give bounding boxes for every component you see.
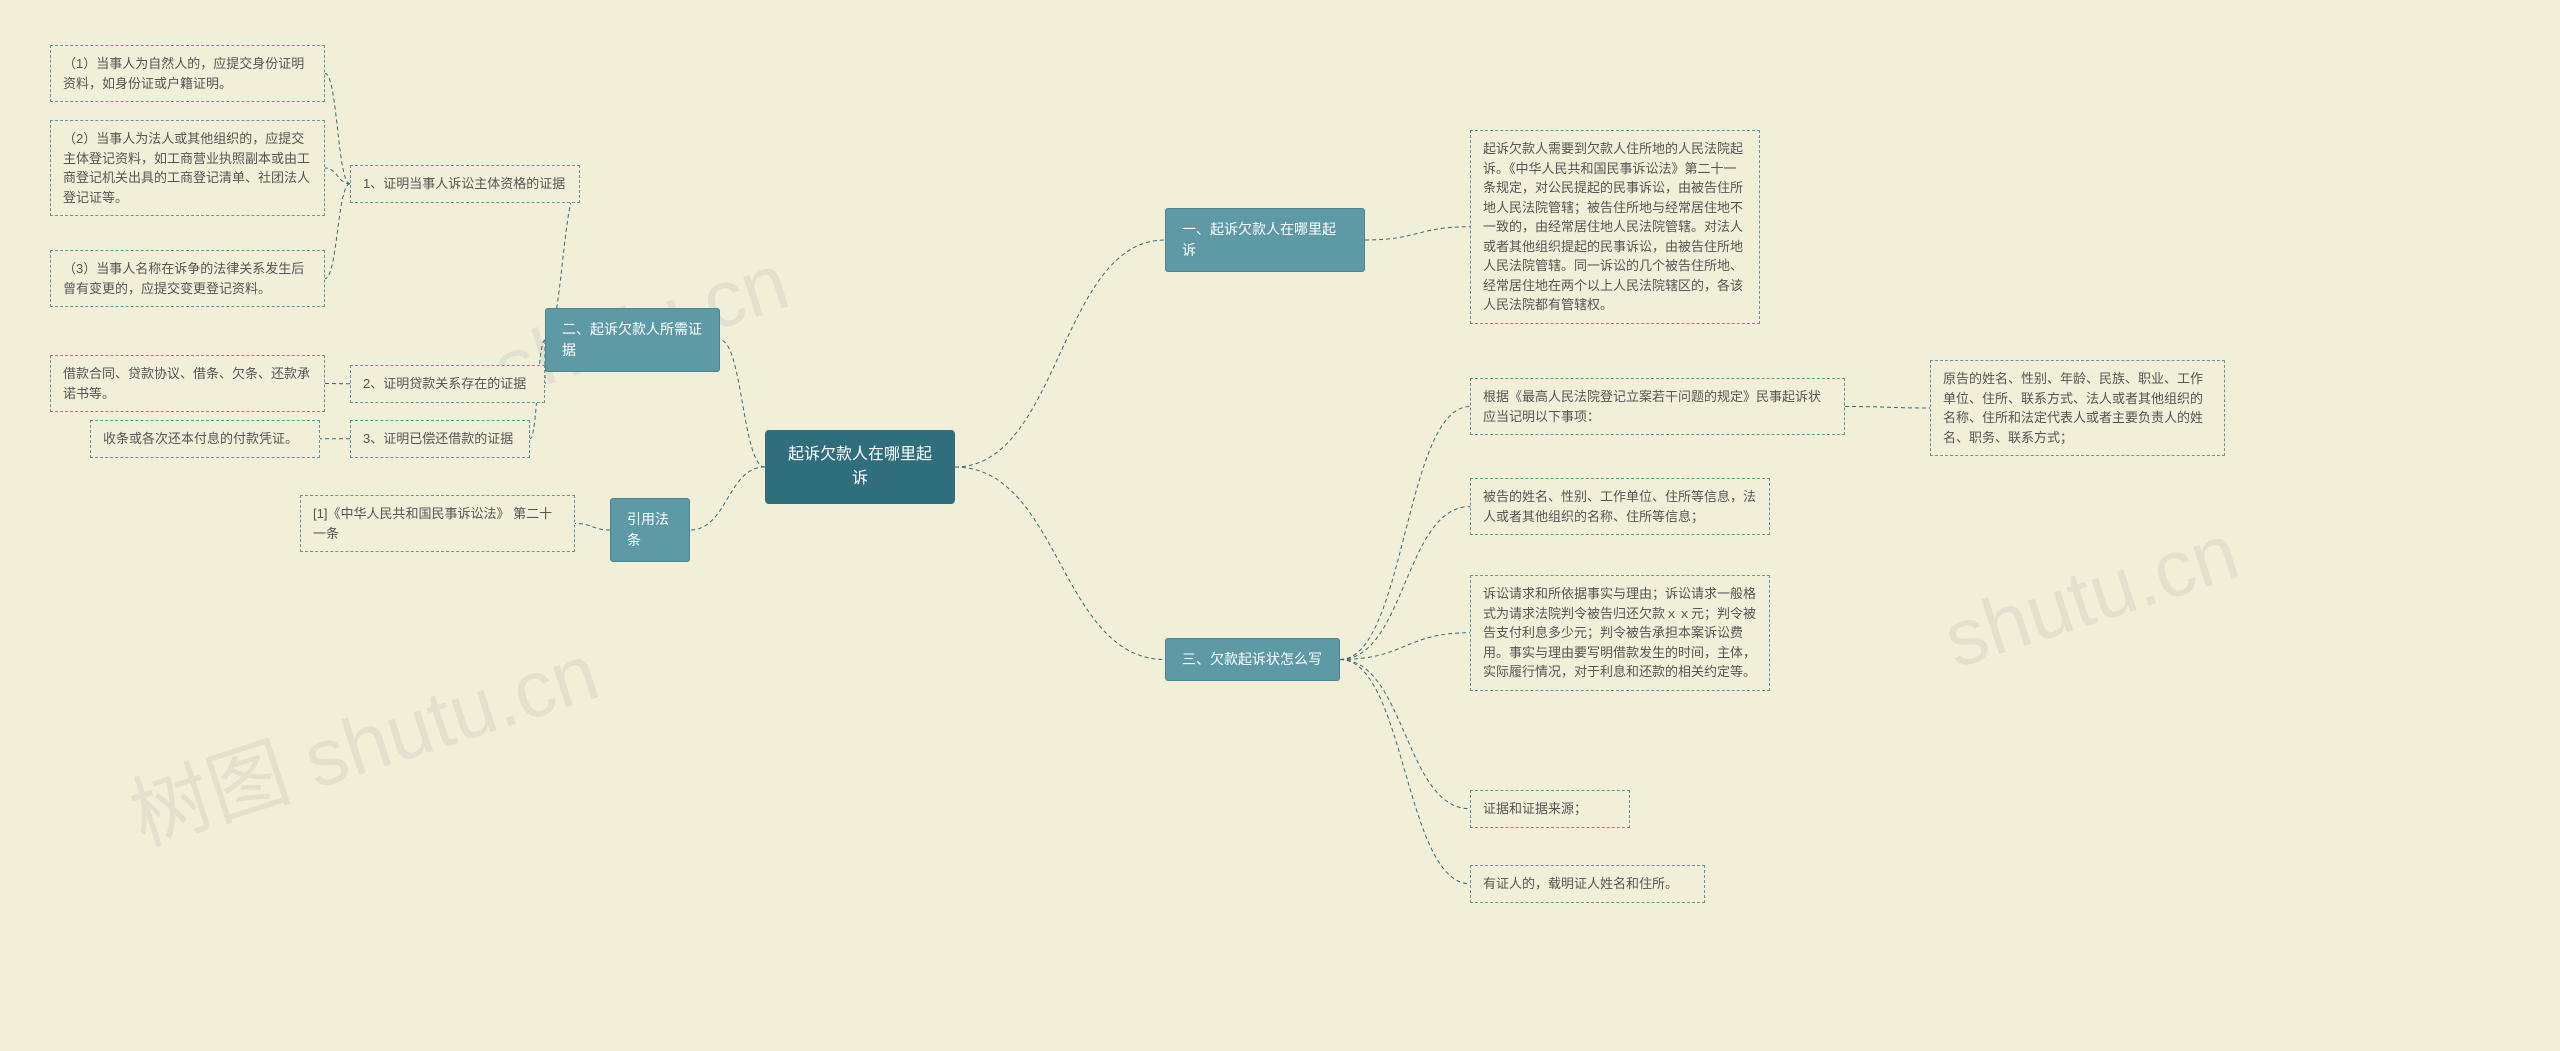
leaf-write-defendant: 被告的姓名、性别、工作单位、住所等信息，法人或者其他组织的名称、住所等信息； [1470,478,1770,535]
leaf-ev1-1: （1）当事人为自然人的，应提交身份证明资料，如身份证或户籍证明。 [50,45,325,102]
leaf-where-detail: 起诉欠款人需要到欠款人住所地的人民法院起诉。《中华人民共和国民事诉讼法》第二十一… [1470,130,1760,324]
leaf-ev1-3: （3）当事人名称在诉争的法律关系发生后曾有变更的，应提交变更登记资料。 [50,250,325,307]
sub-evidence-1: 1、证明当事人诉讼主体资格的证据 [350,165,580,203]
mindmap-root: 起诉欠款人在哪里起诉 [765,430,955,504]
branch-where-to-sue: 一、起诉欠款人在哪里起诉 [1165,208,1365,272]
branch-evidence: 二、起诉欠款人所需证据 [545,308,720,372]
leaf-write-claims: 诉讼请求和所依据事实与理由；诉讼请求一般格式为请求法院判令被告归还欠款ｘｘ元；判… [1470,575,1770,691]
leaf-ev2-1: 借款合同、贷款协议、借条、欠条、还款承诺书等。 [50,355,325,412]
leaf-write-intro: 根据《最高人民法院登记立案若干问题的规定》民事起诉状应当记明以下事项： [1470,378,1845,435]
branch-how-to-write: 三、欠款起诉状怎么写 [1165,638,1340,681]
watermark: shutu.cn [1933,506,2249,687]
leaf-write-plaintiff: 原告的姓名、性别、年龄、民族、职业、工作单位、住所、联系方式、法人或者其他组织的… [1930,360,2225,456]
leaf-cite-1: [1]《中华人民共和国民事诉讼法》 第二十一条 [300,495,575,552]
leaf-ev1-2: （2）当事人为法人或其他组织的，应提交主体登记资料，如工商营业执照副本或由工商登… [50,120,325,216]
leaf-ev3-1: 收条或各次还本付息的付款凭证。 [90,420,320,458]
watermark: 树图 shutu.cn [114,608,611,868]
leaf-write-evidence: 证据和证据来源； [1470,790,1630,828]
sub-evidence-2: 2、证明贷款关系存在的证据 [350,365,545,403]
branch-citation: 引用法条 [610,498,690,562]
leaf-write-witness: 有证人的，载明证人姓名和住所。 [1470,865,1705,903]
sub-evidence-3: 3、证明已偿还借款的证据 [350,420,530,458]
